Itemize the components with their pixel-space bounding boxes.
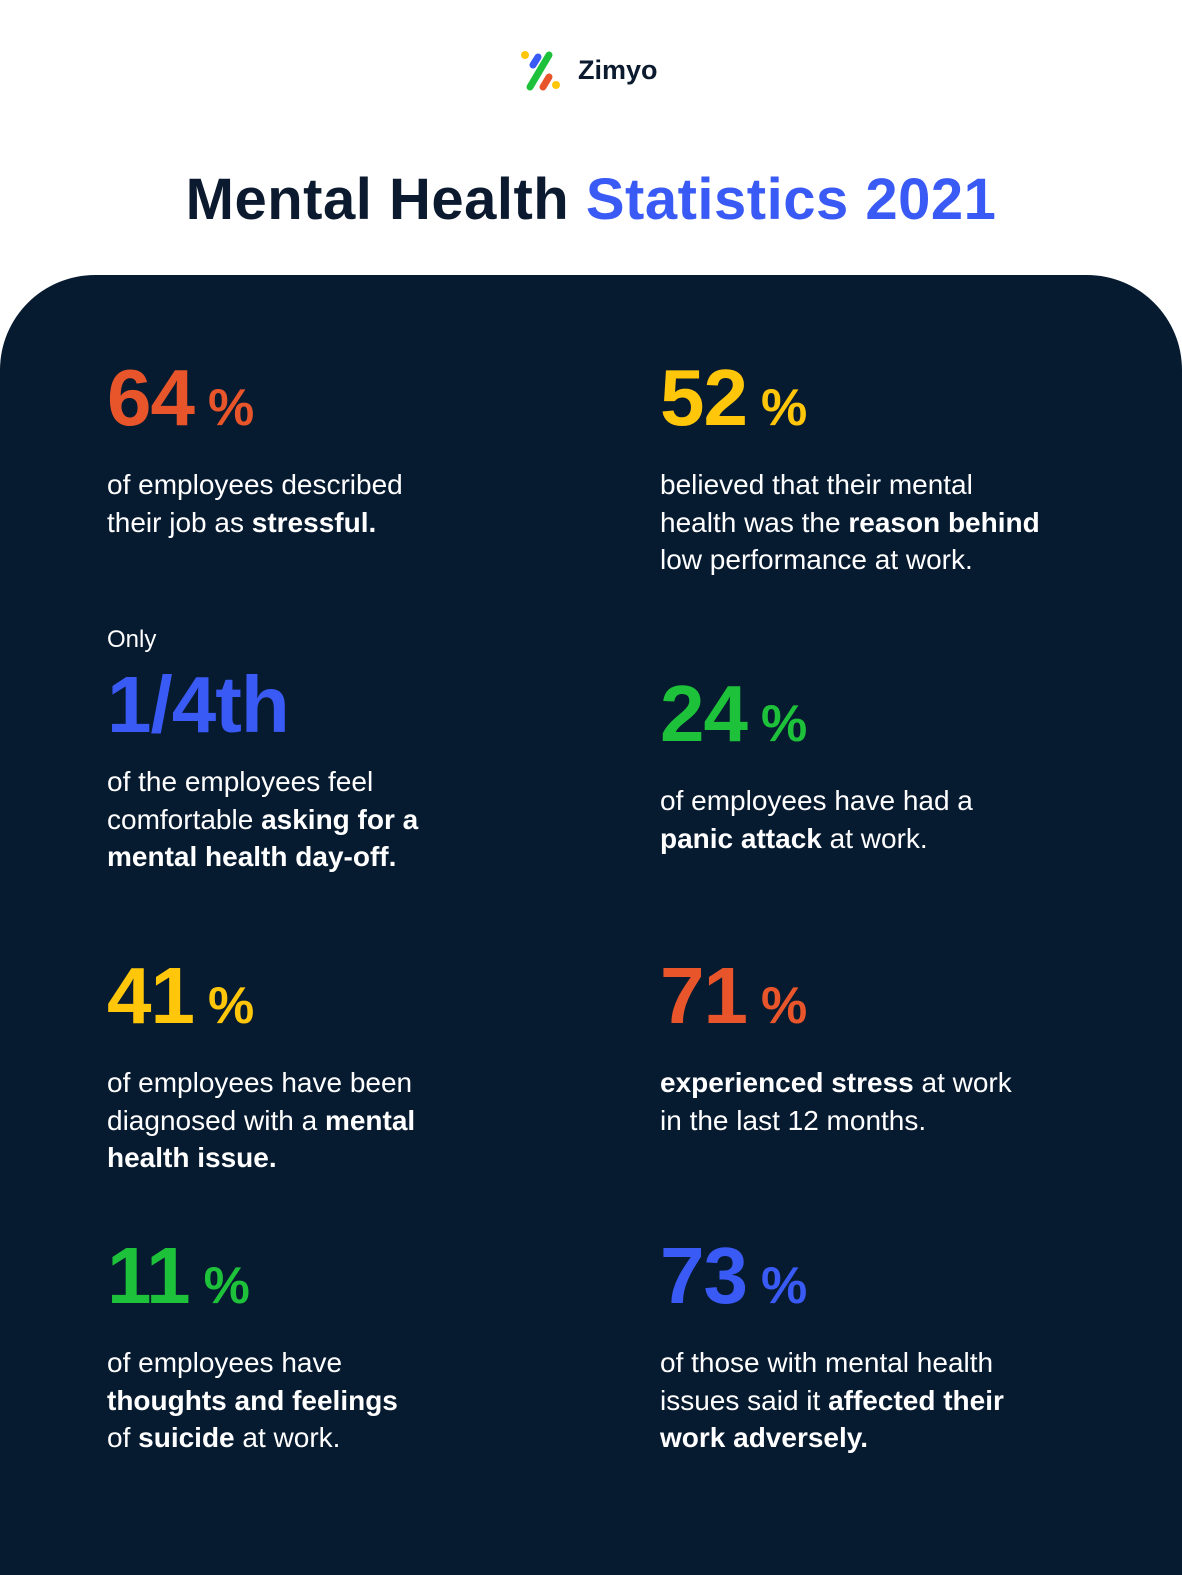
bold-text: suicide — [138, 1422, 235, 1453]
description-line: experienced stress at work — [660, 1064, 1130, 1102]
stat-description: of employees have been diagnosed with a m… — [107, 1064, 577, 1177]
brand-name: Zimyo — [578, 54, 658, 85]
text: their job as — [107, 506, 252, 538]
stat-block: 11% of employees have thoughts and feeling… — [107, 1230, 577, 1457]
bold-text: thoughts and feelings — [107, 1384, 398, 1416]
text: believed that their mental — [660, 469, 973, 500]
stat-description: of employees described their job as stres… — [107, 466, 577, 541]
stat-block: 71% experienced stress at work in the last… — [660, 950, 1130, 1139]
stat-number: 71 — [660, 951, 748, 1040]
stat-value: 41% — [107, 950, 577, 1052]
title-accent: Statistics 2021 — [585, 167, 997, 232]
stat-percent: % — [760, 1257, 807, 1315]
bold-text: mental health day-off. — [107, 841, 397, 872]
description-line: of employees described — [107, 466, 577, 504]
stat-block: 73% of those with mental health issues sai… — [660, 1230, 1130, 1457]
description-line: health issue. — [107, 1139, 577, 1177]
stat-number: 1/4th — [107, 660, 290, 749]
stat-block: 24% of employees have had a panic attack a… — [660, 668, 1130, 857]
stat-number: 41 — [107, 951, 195, 1040]
text: low performance at work. — [660, 544, 973, 575]
stat-description: believed that their mental health was the… — [660, 466, 1130, 579]
stat-description: of employees have had a panic attack at w… — [660, 782, 1130, 857]
text: of employees have been — [107, 1067, 413, 1098]
stat-value: 73% — [660, 1230, 1130, 1332]
stat-description: of the employees feel comfortable asking … — [107, 763, 577, 876]
stat-number: 11 — [107, 1231, 191, 1320]
stat-number: 52 — [660, 353, 748, 442]
stat-block: 64% of employees described their job as st… — [107, 352, 577, 541]
description-line: mental health day-off. — [107, 838, 577, 876]
bold-text: affected their — [828, 1384, 1004, 1416]
stat-block: 41% of employees have been diagnosed with … — [107, 950, 577, 1177]
stat-value: 52% — [660, 352, 1130, 454]
description-line: health was the reason behind — [660, 504, 1130, 542]
stat-percent: % — [760, 379, 807, 437]
description-line: of suicide at work. — [107, 1419, 577, 1457]
description-line: diagnosed with a mental — [107, 1102, 577, 1140]
stat-percent: % — [207, 379, 254, 437]
stats-panel — [0, 275, 1182, 1575]
stat-percent: % — [760, 695, 807, 753]
text: of employees described — [107, 469, 403, 500]
description-line: in the last 12 months. — [660, 1102, 1130, 1140]
text: of the employees feel — [107, 766, 374, 797]
description-line: their job as stressful. — [107, 504, 577, 542]
stat-percent: % — [207, 977, 254, 1035]
description-line: thoughts and feelings — [107, 1382, 577, 1420]
description-line: believed that their mental — [660, 466, 1130, 504]
bold-text: asking for a — [261, 803, 419, 835]
bold-text: panic attack — [660, 822, 822, 854]
description-line: of employees have — [107, 1344, 577, 1382]
stat-block: 52% believed that their mental health was … — [660, 352, 1130, 579]
stat-description: experienced stress at work in the last 12… — [660, 1064, 1130, 1139]
text: at work — [913, 1067, 1012, 1098]
stat-prefix: Only — [107, 626, 157, 653]
text: issues said it — [660, 1384, 829, 1416]
stat-block: Only 1/4th of the employees feel comfortabl… — [107, 625, 577, 876]
description-line: comfortable asking for a — [107, 801, 577, 839]
bold-text: health issue. — [107, 1142, 277, 1173]
description-line: of employees have been — [107, 1064, 577, 1102]
stat-percent: % — [203, 1257, 250, 1315]
stat-description: of those with mental health issues said i… — [660, 1344, 1130, 1457]
description-line: panic attack at work. — [660, 820, 1130, 858]
page-title: Mental Health Statistics 2021 — [0, 166, 1182, 233]
description-line: issues said it affected their — [660, 1382, 1130, 1420]
bold-text: reason behind — [848, 506, 1040, 538]
stat-value: 1/4th — [107, 659, 577, 751]
bold-text: stressful. — [251, 506, 377, 538]
bold-text: experienced stress — [660, 1067, 914, 1098]
text: at work. — [234, 1422, 341, 1453]
text: diagnosed with a — [107, 1104, 325, 1136]
stat-number: 73 — [660, 1231, 748, 1320]
text: of employees have had a — [660, 785, 973, 816]
stat-percent: % — [760, 977, 807, 1035]
text: of — [107, 1422, 139, 1453]
text: in the last 12 months. — [660, 1104, 927, 1136]
description-line: work adversely. — [660, 1419, 1130, 1457]
title-main: Mental Health — [185, 167, 570, 232]
zimyo-logo-icon — [521, 51, 560, 91]
text: of employees have — [107, 1347, 343, 1378]
description-line: of the employees feel — [107, 763, 577, 801]
description-line: of those with mental health — [660, 1344, 1130, 1382]
stat-number: 24 — [660, 669, 748, 758]
stat-number: 64 — [107, 353, 195, 442]
description-line: low performance at work. — [660, 541, 1130, 579]
text: health was the — [660, 506, 849, 538]
brand-logo: Zimyo — [520, 48, 658, 92]
bold-text: mental — [324, 1104, 416, 1136]
stat-value: 64% — [107, 352, 577, 454]
text: comfortable — [107, 803, 262, 835]
stat-value: 11% — [107, 1230, 577, 1332]
stat-value: 24% — [660, 668, 1130, 770]
stat-value: 71% — [660, 950, 1130, 1052]
text: at work. — [821, 822, 928, 854]
text: of those with mental health — [660, 1347, 994, 1378]
bold-text: work adversely. — [660, 1422, 869, 1453]
description-line: of employees have had a — [660, 782, 1130, 820]
stat-description: of employees have thoughts and feelings of… — [107, 1344, 577, 1457]
